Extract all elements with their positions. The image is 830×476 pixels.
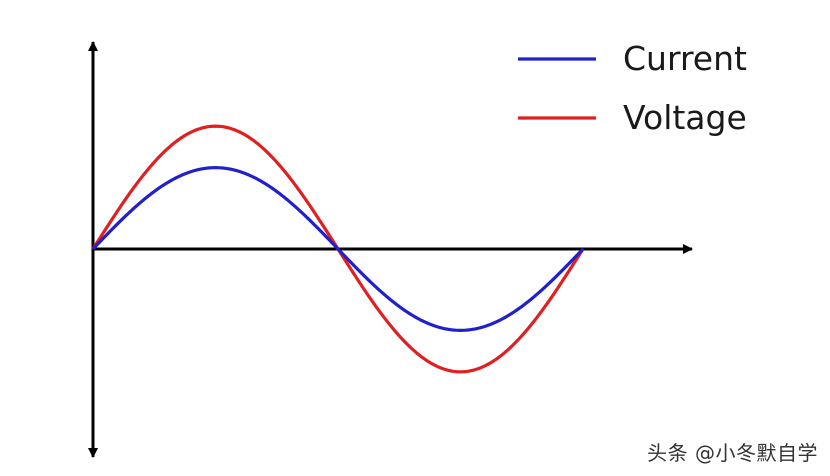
series-group (91, 124, 585, 374)
series-line-current (91, 166, 585, 332)
legend-label-current: Current (623, 39, 747, 78)
legend-label-voltage: Voltage (623, 98, 747, 137)
axes (88, 41, 693, 458)
watermark: 头条 @小冬默自学 (647, 441, 818, 465)
legend: Current Voltage (518, 39, 747, 137)
